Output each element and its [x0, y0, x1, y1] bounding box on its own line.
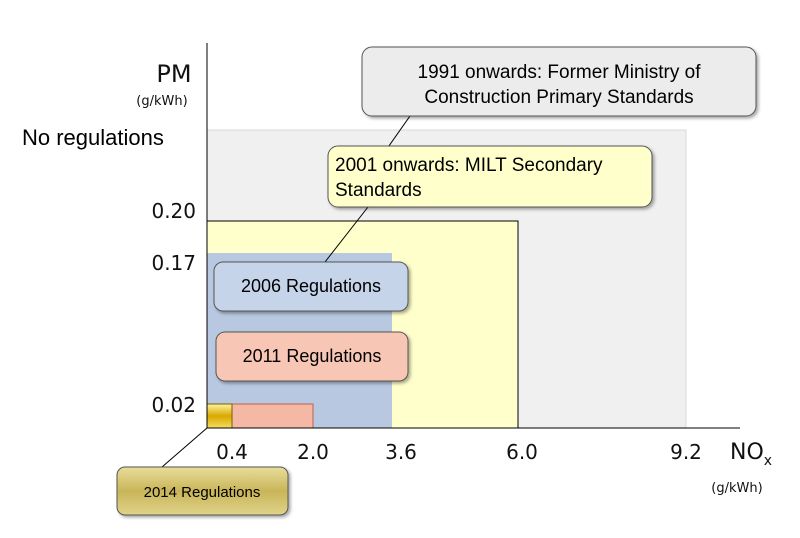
x-axis-label-main: NO: [730, 440, 764, 465]
callout-r2001: 2001 onwards: MILT Secondary Standards: [327, 145, 653, 208]
y-tick-no-regulations: No regulations: [22, 125, 164, 150]
callout-r2011: 2011 Regulations: [215, 331, 409, 382]
y-axis-unit: (g/kWh): [136, 94, 187, 109]
y-tick-0-20: 0.20: [151, 199, 196, 223]
callout-text-r2006-0: 2006 Regulations: [241, 276, 381, 296]
callout-text-r2014-0: 2014 Regulations: [144, 484, 261, 501]
callout-box-r1991: [361, 46, 757, 117]
leader-2001: [324, 206, 369, 263]
x-tick-6-0: 6.0: [506, 440, 538, 464]
y-axis-label: PM: [156, 60, 191, 88]
callout-box-r2011: [215, 331, 409, 382]
callout-r2006: 2006 Regulations: [213, 261, 409, 312]
x-tick-2-0: 2.0: [297, 440, 329, 464]
callout-text-r2001-0: 2001 onwards: MILT Secondary: [335, 155, 603, 176]
origin-diagonal: [161, 427, 208, 468]
x-tick-3-6: 3.6: [385, 440, 417, 464]
y-tick-0-17: 0.17: [151, 251, 196, 275]
callout-box-r2006: [213, 261, 409, 312]
x-axis-unit: (g/kWh): [711, 481, 762, 496]
x-axis-label-subscript: x: [764, 453, 772, 469]
callout-text-r2001-1: Standards: [335, 180, 422, 201]
x-axis-label: NOx: [730, 440, 772, 469]
x-tick-9-2: 9.2: [670, 440, 702, 464]
callout-box-r2014: [116, 466, 289, 516]
callout-text-r1991-1: Construction Primary Standards: [424, 87, 693, 108]
x-tick-0-4: 0.4: [216, 440, 248, 464]
region-2014-regulations: [206, 403, 233, 429]
callout-r1991: 1991 onwards: Former Ministry of Construc…: [361, 46, 757, 117]
y-tick-0-02: 0.02: [151, 393, 196, 417]
callout-r2014: 2014 Regulations: [116, 466, 289, 516]
callout-box-r2001: [327, 145, 653, 208]
callout-text-r1991-0: 1991 onwards: Former Ministry of: [418, 62, 702, 83]
callout-text-r2011-0: 2011 Regulations: [243, 346, 382, 366]
